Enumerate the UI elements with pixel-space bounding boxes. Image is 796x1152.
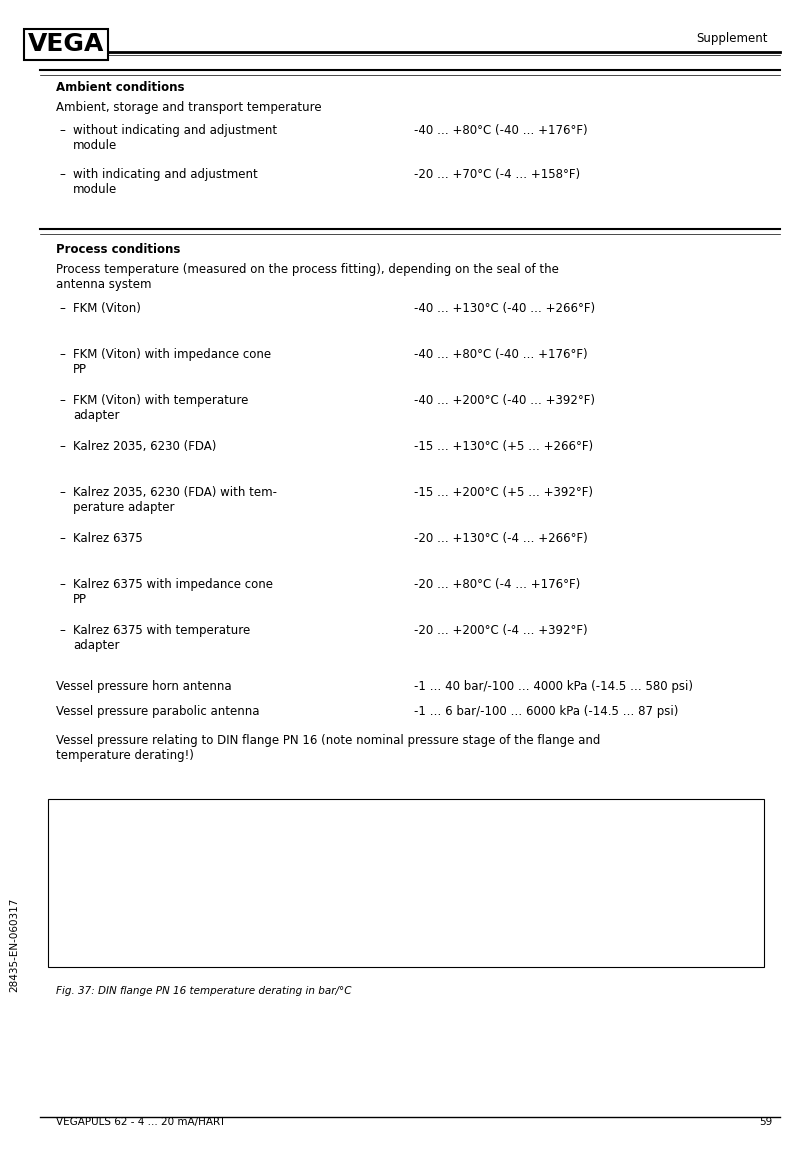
Text: °C: °C: [645, 942, 657, 952]
Text: –: –: [60, 624, 65, 637]
Text: Vessel pressure parabolic antenna: Vessel pressure parabolic antenna: [56, 705, 259, 718]
Text: Ambient conditions: Ambient conditions: [56, 81, 184, 93]
Text: Process temperature (measured on the process fitting), depending on the seal of : Process temperature (measured on the pro…: [56, 263, 559, 290]
Text: VEGAPULS 62 - 4 ... 20 mA/HART: VEGAPULS 62 - 4 ... 20 mA/HART: [56, 1116, 225, 1127]
Text: –: –: [60, 532, 65, 545]
Text: -40 … +200°C (-40 … +392°F): -40 … +200°C (-40 … +392°F): [414, 394, 595, 407]
Text: –: –: [60, 486, 65, 499]
Text: -15 … +130°C (+5 … +266°F): -15 … +130°C (+5 … +266°F): [414, 440, 593, 453]
Text: –: –: [60, 302, 65, 314]
Text: -20 … +200°C (-4 … +392°F): -20 … +200°C (-4 … +392°F): [414, 624, 587, 637]
Text: Supplement: Supplement: [696, 32, 768, 45]
Text: Kalrez 2035, 6230 (FDA) with tem-
perature adapter: Kalrez 2035, 6230 (FDA) with tem- peratu…: [73, 486, 277, 514]
Text: –: –: [60, 348, 65, 361]
Text: -20 … +80°C (-4 … +176°F): -20 … +80°C (-4 … +176°F): [414, 578, 580, 591]
Text: -20 … +70°C (-4 … +158°F): -20 … +70°C (-4 … +158°F): [414, 168, 580, 181]
Text: Vessel pressure horn antenna: Vessel pressure horn antenna: [56, 680, 232, 692]
Text: 28435-EN-060317: 28435-EN-060317: [10, 897, 19, 992]
Text: without indicating and adjustment
module: without indicating and adjustment module: [73, 124, 277, 152]
Text: bar: bar: [199, 819, 217, 828]
Text: Fig. 37: DIN flange PN 16 temperature derating in bar/°C: Fig. 37: DIN flange PN 16 temperature de…: [56, 986, 351, 996]
Text: Vessel pressure relating to DIN flange PN 16 (note nominal pressure stage of the: Vessel pressure relating to DIN flange P…: [56, 734, 600, 761]
Text: with indicating and adjustment
module: with indicating and adjustment module: [73, 168, 258, 196]
Text: –: –: [60, 440, 65, 453]
Text: -40 … +80°C (-40 … +176°F): -40 … +80°C (-40 … +176°F): [414, 348, 587, 361]
Text: -40 … +130°C (-40 … +266°F): -40 … +130°C (-40 … +266°F): [414, 302, 595, 314]
Text: -40 … +80°C (-40 … +176°F): -40 … +80°C (-40 … +176°F): [414, 124, 587, 137]
Text: Kalrez 6375: Kalrez 6375: [73, 532, 143, 545]
Text: FKM (Viton): FKM (Viton): [73, 302, 141, 314]
Text: FKM (Viton) with temperature
adapter: FKM (Viton) with temperature adapter: [73, 394, 248, 422]
Text: FKM (Viton) with impedance cone
PP: FKM (Viton) with impedance cone PP: [73, 348, 271, 376]
Text: Kalrez 6375 with temperature
adapter: Kalrez 6375 with temperature adapter: [73, 624, 251, 652]
Text: Process conditions: Process conditions: [56, 243, 180, 256]
Text: 59: 59: [759, 1116, 772, 1127]
Text: –: –: [60, 168, 65, 181]
Text: -15 … +200°C (+5 … +392°F): -15 … +200°C (+5 … +392°F): [414, 486, 593, 499]
Text: -1 … 6 bar/-100 … 6000 kPa (-14.5 … 87 psi): -1 … 6 bar/-100 … 6000 kPa (-14.5 … 87 p…: [414, 705, 678, 718]
Text: Ambient, storage and transport temperature: Ambient, storage and transport temperatu…: [56, 101, 322, 114]
Text: –: –: [60, 124, 65, 137]
Text: -20 … +130°C (-4 … +266°F): -20 … +130°C (-4 … +266°F): [414, 532, 587, 545]
Text: Kalrez 2035, 6230 (FDA): Kalrez 2035, 6230 (FDA): [73, 440, 217, 453]
Text: VEGA: VEGA: [28, 32, 104, 56]
Text: -1 … 40 bar/-100 … 4000 kPa (-14.5 … 580 psi): -1 … 40 bar/-100 … 4000 kPa (-14.5 … 580…: [414, 680, 693, 692]
Text: Kalrez 6375 with impedance cone
PP: Kalrez 6375 with impedance cone PP: [73, 578, 273, 606]
Text: –: –: [60, 394, 65, 407]
Text: –: –: [60, 578, 65, 591]
